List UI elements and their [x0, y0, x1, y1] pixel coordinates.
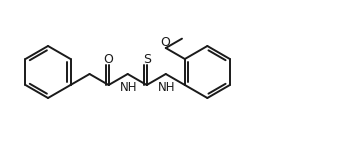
Text: O: O [160, 35, 170, 48]
Text: O: O [104, 53, 114, 66]
Text: NH: NH [120, 81, 137, 94]
Text: NH: NH [158, 81, 175, 94]
Text: S: S [143, 53, 151, 66]
